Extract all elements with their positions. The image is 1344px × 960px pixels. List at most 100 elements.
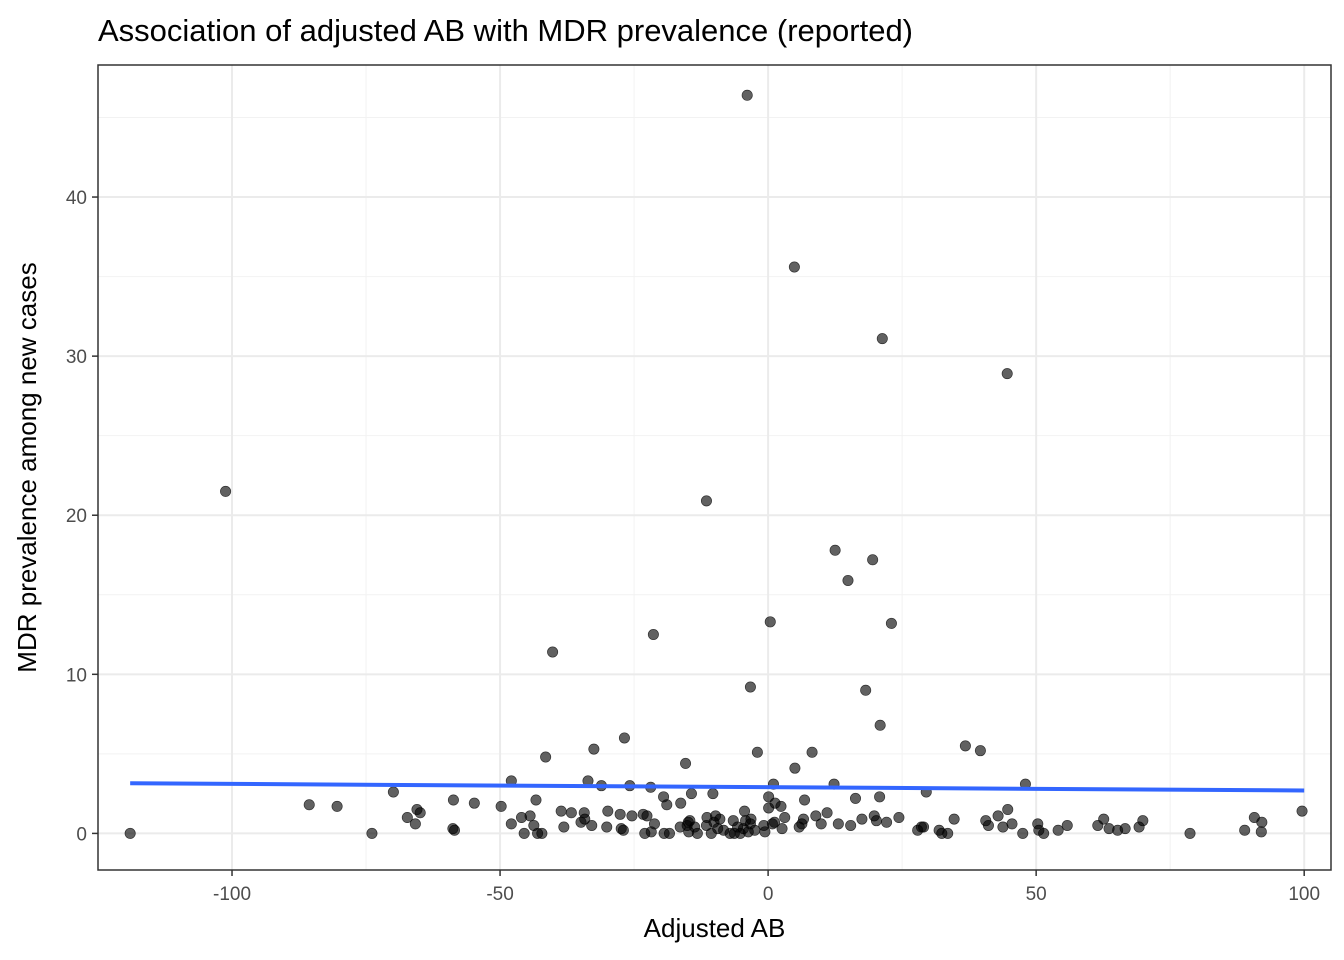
data-point-46 bbox=[331, 800, 343, 812]
x-tick-label-0: -100 bbox=[213, 884, 251, 905]
data-point-137 bbox=[769, 816, 781, 828]
data-point-101 bbox=[536, 827, 548, 839]
data-point-154 bbox=[1038, 827, 1050, 839]
data-point-42 bbox=[530, 794, 542, 806]
y-axis: 0 10 20 30 40 bbox=[66, 188, 98, 845]
data-point-16 bbox=[618, 732, 630, 744]
data-point-11 bbox=[647, 629, 659, 641]
data-point-95 bbox=[505, 818, 517, 830]
y-tick-label-0: 0 bbox=[76, 824, 87, 845]
data-point-80 bbox=[1002, 804, 1014, 816]
data-point-21 bbox=[806, 746, 818, 758]
data-point-39 bbox=[799, 794, 811, 806]
data-point-143 bbox=[870, 815, 882, 827]
data-point-6 bbox=[829, 544, 841, 556]
data-point-141 bbox=[815, 818, 827, 830]
data-point-88 bbox=[1296, 805, 1308, 817]
plot-panel-background bbox=[98, 65, 1331, 870]
data-point-73 bbox=[856, 813, 868, 825]
data-point-52 bbox=[614, 808, 626, 820]
data-point-9 bbox=[764, 616, 776, 628]
y-tick-label-3: 30 bbox=[66, 347, 87, 368]
data-point-87 bbox=[1256, 816, 1268, 828]
data-point-104 bbox=[579, 813, 591, 825]
data-point-75 bbox=[893, 811, 905, 823]
x-tick-label-1: -50 bbox=[486, 884, 513, 905]
data-point-5 bbox=[700, 495, 712, 507]
data-point-10 bbox=[885, 617, 897, 629]
y-tick-label-2: 20 bbox=[66, 506, 87, 527]
data-point-146 bbox=[918, 821, 930, 833]
minor-grid bbox=[97, 65, 1331, 870]
data-point-135 bbox=[759, 826, 771, 838]
data-point-1 bbox=[788, 261, 800, 273]
major-grid bbox=[98, 65, 1331, 870]
data-point-160 bbox=[1133, 821, 1145, 833]
data-point-89 bbox=[401, 811, 413, 823]
data-point-20 bbox=[751, 746, 763, 758]
data-point-92 bbox=[409, 818, 421, 830]
data-point-155 bbox=[1052, 824, 1064, 836]
data-point-41 bbox=[874, 791, 886, 803]
data-point-14 bbox=[744, 681, 756, 693]
data-point-36 bbox=[387, 786, 399, 798]
y-tick-label-1: 10 bbox=[66, 665, 87, 686]
data-point-151 bbox=[997, 821, 1009, 833]
data-point-77 bbox=[948, 813, 960, 825]
data-point-152 bbox=[1017, 827, 1029, 839]
data-point-23 bbox=[680, 757, 692, 769]
data-point-144 bbox=[881, 816, 893, 828]
data-point-19 bbox=[588, 743, 600, 755]
data-point-18 bbox=[974, 745, 986, 757]
data-point-165 bbox=[124, 827, 136, 839]
data-point-99 bbox=[518, 827, 530, 839]
data-point-24 bbox=[789, 762, 801, 774]
data-point-94 bbox=[448, 824, 460, 836]
data-point-43 bbox=[447, 794, 459, 806]
data-point-140 bbox=[796, 818, 808, 830]
data-point-17 bbox=[959, 740, 971, 752]
data-point-83 bbox=[1061, 819, 1073, 831]
y-tick-label-4: 40 bbox=[66, 188, 87, 209]
data-point-34 bbox=[685, 788, 697, 800]
data-point-108 bbox=[617, 824, 629, 836]
data-point-15 bbox=[874, 719, 886, 731]
data-point-67 bbox=[775, 800, 787, 812]
data-point-161 bbox=[1184, 827, 1196, 839]
data-point-162 bbox=[1239, 824, 1251, 836]
data-point-106 bbox=[601, 821, 613, 833]
y-axis-title: MDR prevalence among new cases bbox=[12, 262, 42, 672]
data-point-12 bbox=[547, 646, 559, 658]
data-point-2 bbox=[876, 333, 888, 345]
data-point-70 bbox=[810, 810, 822, 822]
data-point-97 bbox=[524, 810, 536, 822]
data-point-7 bbox=[867, 554, 879, 566]
data-point-113 bbox=[663, 827, 675, 839]
data-point-45 bbox=[303, 799, 315, 811]
trend-line bbox=[130, 781, 1305, 793]
data-point-159 bbox=[1119, 823, 1131, 835]
data-point-0 bbox=[741, 89, 753, 101]
data-point-164 bbox=[366, 827, 378, 839]
data-point-119 bbox=[691, 827, 703, 839]
data-point-49 bbox=[565, 807, 577, 819]
data-point-3 bbox=[1001, 368, 1013, 380]
data-point-102 bbox=[558, 821, 570, 833]
data-point-72 bbox=[832, 818, 844, 830]
data-point-13 bbox=[860, 684, 872, 696]
data-point-71 bbox=[821, 807, 833, 819]
x-tick-label-4: 100 bbox=[1288, 884, 1320, 905]
data-point-8 bbox=[842, 574, 854, 586]
data-point-35 bbox=[707, 788, 719, 800]
data-point-57 bbox=[675, 797, 687, 809]
data-point-48 bbox=[555, 805, 567, 817]
data-point-150 bbox=[982, 819, 994, 831]
data-point-56 bbox=[661, 799, 673, 811]
data-point-40 bbox=[849, 792, 861, 804]
data-point-68 bbox=[779, 811, 791, 823]
data-point-133 bbox=[749, 824, 761, 836]
x-tick-label-2: 0 bbox=[763, 884, 774, 905]
data-point-51 bbox=[602, 805, 614, 817]
data-point-79 bbox=[992, 810, 1004, 822]
